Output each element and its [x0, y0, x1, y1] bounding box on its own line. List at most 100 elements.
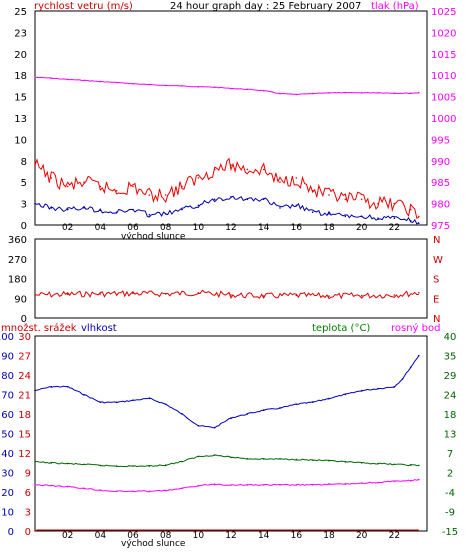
panel3-temperature-tick-4: 18 [444, 410, 457, 421]
panel1-series-0-point-11 [213, 86, 216, 88]
panel3-series-1-point-13 [246, 457, 249, 460]
panel3-x-tick-8: 18 [323, 531, 335, 541]
panel1-left-tick-4: 15 [14, 93, 27, 104]
panel3-humidity-tick-1: 90 [1, 352, 14, 363]
panel1-right-axis-label: tlak (hPa) [371, 1, 419, 12]
panel1-series-1-point-17 [311, 190, 314, 192]
panel1-left-ticks: 25 23 20 18 15 13 10 8 5 3 0 [14, 7, 27, 232]
panel3-rain-tick-4: 18 [18, 410, 31, 421]
panel1-series-2-point-7 [148, 213, 151, 216]
panel3-rain-tick-9: 3 [25, 508, 31, 519]
panel3-temperature-tick-6: 7 [447, 449, 453, 460]
panel3-humidity-tick-10: 0 [8, 527, 14, 538]
panel2-frame [34, 238, 428, 319]
panel3-series-2-point-2 [66, 485, 69, 488]
panel3-rain-tick-7: 9 [25, 469, 31, 480]
panel1-x-tick-6: 14 [258, 223, 270, 233]
panel1-series-1-point-10 [197, 177, 200, 179]
panel3-series-1-point-1 [50, 462, 53, 464]
panel3-series-line-0 [34, 355, 420, 429]
panel2-series-0-point-7 [262, 295, 265, 297]
panel1-series-1-point-20 [360, 198, 363, 201]
panel1-series-2-point-16 [295, 204, 298, 207]
panel1-right-tick-1: 1020 [431, 28, 456, 39]
panel1-series-line-2 [34, 195, 420, 225]
panel1-series-2-point-8 [164, 213, 167, 215]
panel1-right-ticks: 1025 1020 1015 1010 1005 1000 995 990 985 980 975 [431, 7, 456, 232]
panel3-x-tick-9: 20 [356, 531, 368, 541]
panel2-series-0-point-5 [197, 292, 200, 294]
panel3-series-0-point-6 [132, 399, 134, 402]
panel1-series-1-point-16 [295, 177, 298, 179]
panel3-x-tick-3: 08 [160, 531, 172, 541]
panel2-series [34, 289, 420, 300]
panel1-left-tick-5: 13 [14, 114, 27, 125]
panel2-left-ticks: 360 270 180 90 0 [8, 235, 27, 325]
panel2-series-0-point-11 [393, 294, 396, 296]
panel1-left-tick-7: 8 [21, 157, 27, 168]
panel2-right-letter-1: W [433, 255, 443, 266]
panel3-series-1-point-0 [34, 461, 36, 463]
panel3-temperature-tick-9: -9 [445, 508, 455, 519]
panel3-temperature-tick-2: 29 [444, 371, 457, 382]
panel3-series-0-point-14 [262, 409, 265, 411]
panel1-series-1-point-13 [246, 168, 249, 171]
panel3-series-line-3 [34, 529, 419, 532]
panel1-right-tick-4: 1005 [431, 93, 456, 104]
panel1-series-0-point-23 [409, 92, 412, 94]
panel1-left-tick-10: 0 [21, 221, 27, 232]
panel1-series-0-point-2 [66, 78, 69, 81]
panel1-series-2-point-0 [34, 202, 36, 205]
panel2-series-0-point-4 [164, 293, 167, 295]
panel3-series-1-point-16 [295, 458, 298, 461]
panel3-series-2-point-6 [132, 490, 134, 493]
panel3-humidity-tick-4: 60 [1, 410, 14, 421]
panel3-series-1-point-20 [360, 462, 363, 464]
panel3-series-2-point-0 [34, 484, 36, 486]
panel3-series-0-point-17 [311, 401, 314, 404]
panel3-series-1-point-15 [279, 458, 281, 460]
panel1-series-line-1 [34, 157, 420, 219]
panel1-series-1-point-22 [393, 202, 396, 205]
panel1-series-0-point-8 [164, 84, 167, 87]
panel3-x-tick-5: 12 [225, 531, 236, 541]
panel2-right-letter-2: S [433, 275, 439, 286]
panel1-left-tick-2: 20 [14, 50, 27, 61]
panel3-series-2-point-3 [83, 487, 85, 490]
panel3-series-2-point-10 [197, 484, 200, 487]
panel1-series-0-point-19 [344, 91, 347, 94]
panel1-series-1-point-19 [344, 198, 347, 201]
panel3-series-2-point-7 [148, 490, 151, 493]
panel3-label-rain: množst. srážek [1, 322, 77, 334]
panel1-series-1-point-7 [148, 194, 151, 196]
panel3-series-2-point-17 [311, 484, 314, 486]
panel3-series-2-point-13 [246, 484, 249, 486]
panel3-series-2-point-1 [50, 484, 53, 487]
panel3-series-2-point-8 [164, 489, 167, 492]
panel1-series-0-point-22 [393, 92, 396, 94]
panel3-series-1-point-23 [409, 464, 412, 466]
panel1-series-0-point-24 [418, 91, 420, 94]
panel1-frame [34, 10, 428, 226]
panel3-x-note: východ slunce [121, 539, 186, 549]
panel1-left-tick-1: 23 [14, 28, 27, 39]
panel3-series-2-point-22 [393, 480, 396, 483]
panel3-series-2-point-9 [181, 487, 183, 490]
panel3-series-2-point-20 [360, 482, 363, 484]
panel3-x-tick-7: 16 [291, 531, 303, 541]
panel3-series-0-point-9 [181, 413, 183, 415]
panel2-series-0-point-10 [360, 294, 363, 297]
panel3-label-temperature: teplota (°C) [312, 323, 370, 334]
panel1-series-0-point-1 [50, 77, 53, 79]
panel3-series-2-point-19 [344, 483, 347, 486]
panel3-series-0-point-22 [393, 385, 396, 388]
panel3-rain-tick-2: 24 [18, 371, 31, 382]
panel3-series-1-point-12 [230, 456, 232, 459]
panel3-rain-tick-10: 0 [25, 527, 31, 538]
panel3-series-2-point-12 [230, 484, 232, 486]
panel1-series-0-point-16 [295, 93, 298, 96]
panel1-left-tick-0: 25 [14, 7, 27, 18]
